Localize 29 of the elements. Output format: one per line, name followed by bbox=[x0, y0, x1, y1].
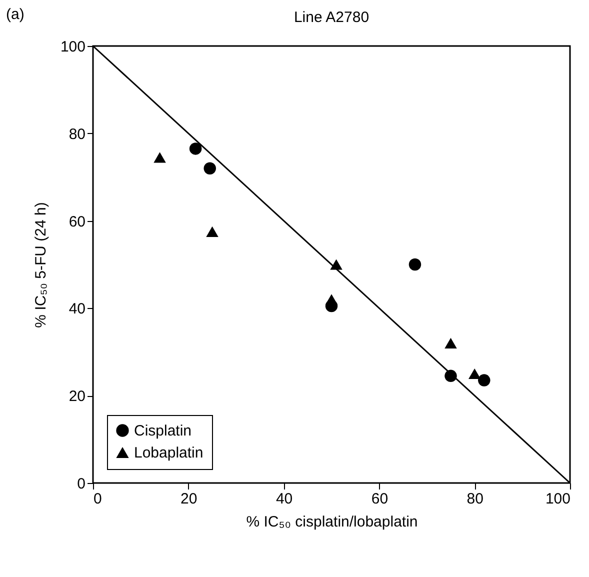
point bbox=[478, 374, 490, 386]
y-tick-label: 40 bbox=[68, 300, 86, 318]
y-axis-title: % IC₅₀ 5-FU (24 h) bbox=[32, 202, 50, 328]
point bbox=[189, 142, 202, 155]
point bbox=[206, 226, 218, 238]
x-tick-label: 60 bbox=[371, 490, 388, 508]
x-tick-label: 80 bbox=[466, 490, 484, 508]
y-tick-label: 80 bbox=[68, 126, 86, 143]
x-tick-label: 100 bbox=[545, 490, 570, 508]
x-tick-label: 0 bbox=[94, 490, 102, 508]
text: (a) bbox=[6, 6, 24, 23]
point bbox=[444, 338, 457, 348]
x-tick-label: 20 bbox=[180, 490, 198, 508]
point bbox=[204, 162, 216, 174]
point bbox=[468, 368, 481, 380]
legend-label: Lobaplatin bbox=[134, 444, 204, 462]
point bbox=[325, 294, 338, 305]
legend-label: Cisplatin bbox=[134, 422, 192, 440]
point bbox=[408, 258, 422, 271]
point bbox=[330, 259, 342, 270]
chart-title: Line A2780 bbox=[294, 9, 370, 26]
x-axis-title: % IC₅₀ cisplatin/lobaplatin bbox=[246, 514, 418, 530]
point bbox=[154, 152, 166, 163]
point bbox=[444, 370, 457, 382]
y-tick-label: 20 bbox=[68, 388, 86, 406]
x-tick-label: 40 bbox=[276, 490, 293, 508]
y-tick-label: 100 bbox=[60, 38, 86, 56]
y-tick-label: 60 bbox=[68, 213, 86, 230]
y-tick-label: 0 bbox=[77, 476, 86, 492]
